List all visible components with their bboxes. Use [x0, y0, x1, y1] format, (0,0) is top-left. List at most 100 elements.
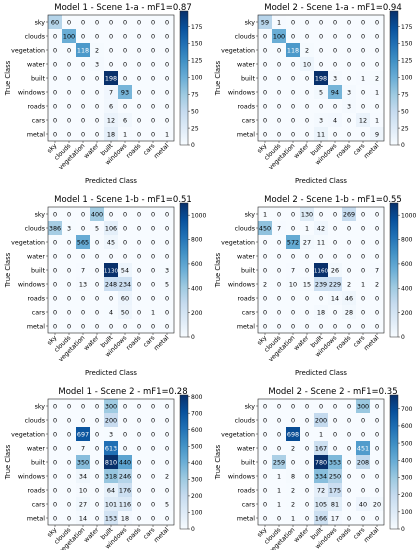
matrix-cell [104, 71, 118, 85]
matrix-cell [48, 85, 62, 99]
matrix-cell [104, 305, 118, 319]
y-tick-label: metal [237, 515, 255, 522]
cell-value-label: 0 [319, 294, 323, 302]
y-tick-label: vegetation [11, 431, 45, 438]
colorbar-tick-label: 500 [401, 440, 413, 447]
matrix-cell [286, 305, 300, 319]
matrix-cell [258, 15, 272, 29]
colorbar-tick-label: 800 [401, 237, 413, 244]
cell-value-label: 0 [53, 458, 57, 466]
matrix-cell [104, 29, 118, 43]
cell-value-label: 0 [375, 224, 379, 232]
cell-value-label: 0 [53, 102, 57, 110]
x-axis-label: Predicted Class [85, 177, 137, 185]
cell-value-label: 0 [375, 252, 379, 260]
matrix-cell [104, 511, 118, 525]
matrix-cell [300, 305, 314, 319]
y-tick-label: water [27, 61, 45, 68]
matrix-cell [300, 113, 314, 127]
cell-value-label: 0 [333, 238, 337, 246]
cell-value-label: 0 [165, 46, 169, 54]
matrix-cell [272, 263, 286, 277]
cell-value-label: 0 [291, 102, 295, 110]
panel-title: Model 2 - Scene 1-b - mF1=0.55 [264, 195, 402, 205]
cell-value-label: 250 [329, 472, 341, 480]
cell-value-label: 0 [361, 210, 365, 218]
cell-value-label: 10 [303, 60, 311, 68]
matrix-cell [356, 441, 370, 455]
y-tick-label: cars [32, 117, 45, 124]
matrix-cell [104, 319, 118, 333]
matrix-cell [258, 483, 272, 497]
matrix-cell [90, 15, 104, 29]
colorbar-tick-label: 50 [191, 108, 199, 115]
cell-value-label: 0 [291, 224, 295, 232]
cell-value-label: 0 [109, 252, 113, 260]
matrix-cell [90, 43, 104, 57]
y-tick-label: water [237, 61, 255, 68]
colorbar [179, 394, 189, 530]
cell-value-label: 28 [345, 308, 353, 316]
matrix-cell [258, 127, 272, 141]
cell-value-label: 0 [319, 18, 323, 26]
matrix-cell [328, 305, 342, 319]
cell-value-label: 0 [333, 252, 337, 260]
cell-value-label: 0 [333, 444, 337, 452]
cell-value-label: 0 [151, 294, 155, 302]
cell-value-label: 3 [319, 116, 323, 124]
matrix-cell [76, 291, 90, 305]
y-tick-label: windows [228, 473, 255, 480]
matrix-cell [146, 511, 160, 525]
cell-value-label: 0 [95, 514, 99, 522]
cell-value-label: 0 [151, 130, 155, 138]
cell-value-label: 0 [165, 88, 169, 96]
colorbar-tick-label: 600 [191, 427, 203, 434]
matrix-cell [160, 207, 174, 221]
cell-value-label: 0 [81, 88, 85, 96]
matrix-cell [90, 57, 104, 71]
matrix-cell [48, 455, 62, 469]
matrix-cell [258, 99, 272, 113]
matrix-cell [90, 427, 104, 441]
cell-value-label: 0 [123, 60, 127, 68]
matrix-cell [132, 113, 146, 127]
matrix-cell [132, 29, 146, 43]
matrix-cell [258, 413, 272, 427]
matrix-cell [76, 469, 90, 483]
matrix-cell [328, 99, 342, 113]
matrix-cell [62, 71, 76, 85]
matrix-cell [314, 291, 328, 305]
cell-value-label: 0 [123, 416, 127, 424]
matrix-cell [328, 455, 342, 469]
cell-value-label: 0 [305, 74, 309, 82]
colorbar-tick-label: 500 [191, 443, 203, 450]
cell-value-label: 0 [361, 18, 365, 26]
matrix-cell [328, 235, 342, 249]
cell-value-label: 0 [347, 402, 351, 410]
cell-value-label: 0 [137, 472, 141, 480]
y-tick-label: cars [242, 309, 255, 316]
y-tick-label: roads [238, 295, 255, 302]
matrix-cell [62, 483, 76, 497]
matrix-cell [62, 441, 76, 455]
y-tick-label: cars [32, 501, 45, 508]
matrix-cell [370, 57, 384, 71]
matrix-cell [62, 263, 76, 277]
matrix-cell [146, 249, 160, 263]
cell-value-label: 0 [109, 322, 113, 330]
colorbar [179, 10, 189, 146]
matrix-cell [272, 455, 286, 469]
cell-value-label: 0 [165, 74, 169, 82]
x-tick-label: water [293, 334, 311, 352]
matrix-cell [356, 221, 370, 235]
cell-value-label: 0 [347, 238, 351, 246]
x-tick-label: metal [153, 142, 171, 160]
matrix-cell [370, 99, 384, 113]
cell-value-label: 0 [277, 210, 281, 218]
cell-value-label: 0 [137, 88, 141, 96]
matrix-cell [104, 263, 118, 277]
matrix-cell [258, 207, 272, 221]
y-tick-label: cars [242, 501, 255, 508]
